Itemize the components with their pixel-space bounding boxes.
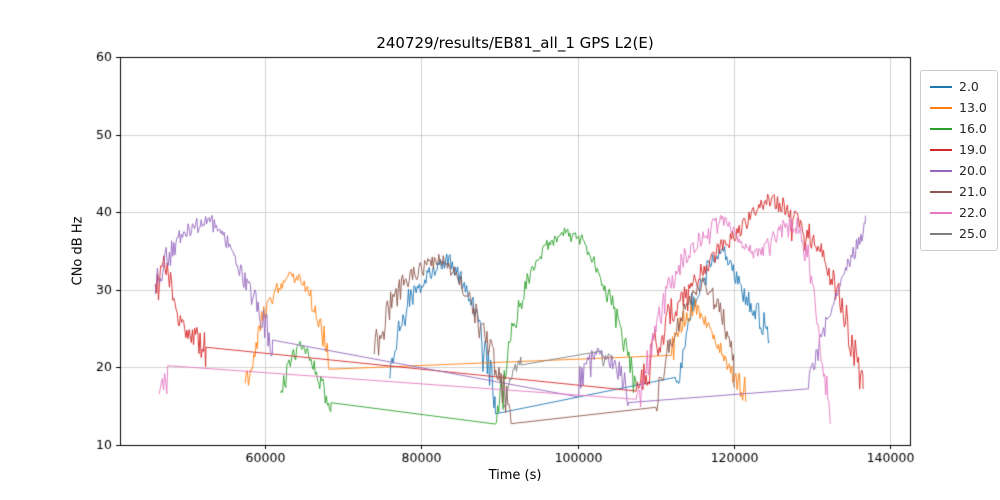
legend: 2.0 13.0 16.0 19.0 20.0 21.0 22.0 25.0 — [920, 70, 998, 251]
legend-label: 25.0 — [959, 226, 987, 241]
legend-item: 20.0 — [930, 162, 987, 180]
legend-item: 16.0 — [930, 120, 987, 138]
legend-label: 20.0 — [959, 163, 987, 178]
legend-line-swatch — [930, 233, 952, 235]
legend-line-swatch — [930, 128, 952, 130]
legend-label: 19.0 — [959, 142, 987, 157]
chart-title: 240729/results/EB81_all_1 GPS L2(E) — [376, 34, 654, 52]
legend-item: 19.0 — [930, 141, 987, 159]
legend-line-swatch — [930, 86, 952, 88]
legend-label: 21.0 — [959, 184, 987, 199]
y-axis-label: CNo dB Hz — [70, 216, 86, 286]
legend-line-swatch — [930, 191, 952, 193]
x-axis-label: Time (s) — [488, 468, 542, 483]
legend-label: 16.0 — [959, 121, 987, 136]
legend-label: 22.0 — [959, 205, 987, 220]
legend-line-swatch — [930, 212, 952, 214]
legend-line-swatch — [930, 170, 952, 172]
legend-item: 13.0 — [930, 99, 987, 117]
legend-line-swatch — [930, 149, 952, 151]
legend-item: 22.0 — [930, 204, 987, 222]
legend-line-swatch — [930, 107, 952, 109]
legend-item: 25.0 — [930, 225, 987, 243]
legend-label: 13.0 — [959, 100, 987, 115]
legend-item: 2.0 — [930, 78, 987, 96]
legend-item: 21.0 — [930, 183, 987, 201]
legend-label: 2.0 — [959, 79, 979, 94]
